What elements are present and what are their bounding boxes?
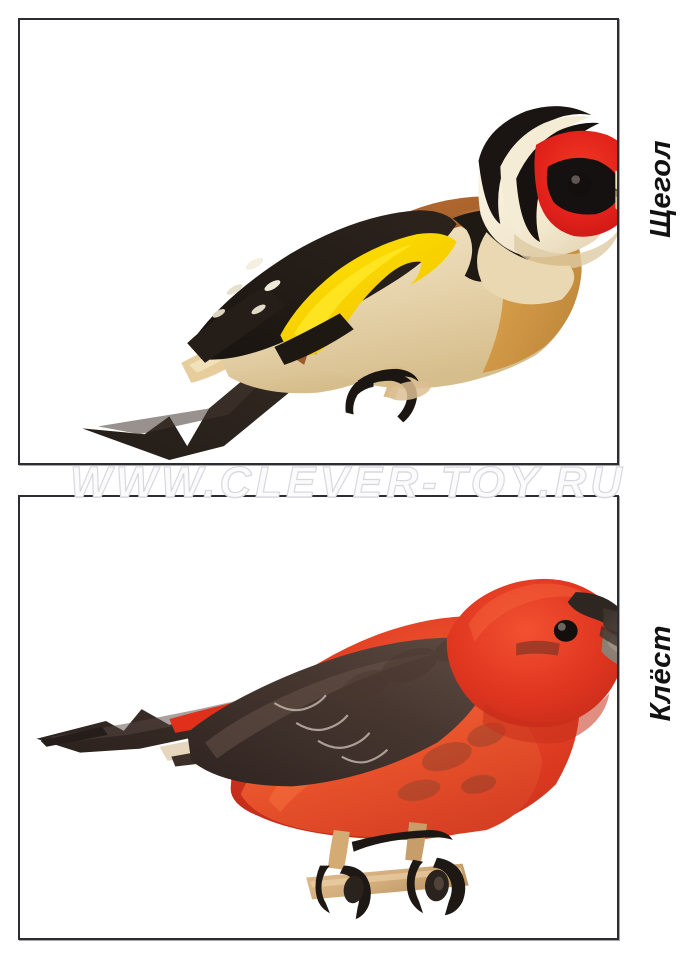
crossbill-crown-highlight bbox=[468, 583, 598, 642]
goldfinch-eye-glint bbox=[571, 175, 581, 184]
flashcard-crossbill[interactable] bbox=[18, 495, 619, 940]
crossbill-leg-left bbox=[327, 829, 350, 870]
goldfinch-beak-upper bbox=[615, 170, 617, 190]
goldfinch-breast bbox=[477, 232, 575, 305]
crossbill-wing bbox=[187, 637, 497, 787]
card-label-goldfinch: Щегол bbox=[645, 140, 677, 238]
crossbill-wing-covert-edges bbox=[273, 694, 389, 764]
crossbill-flank-mottle bbox=[397, 722, 506, 802]
crossbill-illustration bbox=[20, 497, 617, 938]
crossbill-wing-highlight bbox=[205, 653, 437, 759]
goldfinch-wing-bar-highlight bbox=[294, 243, 414, 341]
crossbill-tail-highlight bbox=[50, 693, 275, 743]
crossbill-claw-right-front bbox=[432, 857, 466, 916]
crossbill-toe-right-highlight bbox=[433, 876, 444, 891]
crossbill-tarsus-bar bbox=[351, 829, 453, 852]
goldfinch-nape-white bbox=[500, 115, 590, 237]
card-label-crossbill: Клёст bbox=[645, 625, 677, 722]
flashcard-goldfinch[interactable] bbox=[18, 18, 619, 465]
goldfinch-cap bbox=[478, 106, 592, 225]
crossbill-svg bbox=[36, 578, 617, 920]
goldfinch-svg bbox=[82, 106, 617, 461]
crossbill-claw-left-front bbox=[339, 865, 371, 920]
crossbill-beak-cross-line bbox=[599, 625, 617, 647]
crossbill-claw-left-rear bbox=[315, 865, 330, 914]
crossbill-eye-glint bbox=[557, 622, 566, 631]
goldfinch-tail-highlight bbox=[97, 307, 336, 435]
goldfinch-wing-lower-bar bbox=[274, 313, 354, 365]
goldfinch-throat-shade bbox=[514, 231, 617, 268]
crossbill-tail-fork bbox=[40, 726, 108, 747]
goldfinch-eye bbox=[567, 172, 592, 197]
goldfinch-beak-line bbox=[615, 188, 617, 198]
goldfinch-illustration bbox=[20, 20, 617, 463]
goldfinch-perch bbox=[387, 380, 431, 401]
goldfinch-wing-spots bbox=[212, 257, 281, 318]
crossbill-toe-left bbox=[343, 875, 364, 904]
crossbill-throat-shade bbox=[482, 693, 610, 744]
goldfinch-claw-rear bbox=[345, 378, 374, 415]
goldfinch-toe-upper bbox=[357, 368, 420, 389]
crossbill-back-mottle bbox=[341, 633, 480, 701]
crossbill-eye bbox=[553, 619, 578, 642]
crossbill-lore-streak bbox=[516, 640, 560, 656]
crossbill-beak-upper bbox=[603, 607, 617, 637]
crossbill-claw-right-rear bbox=[406, 859, 424, 914]
